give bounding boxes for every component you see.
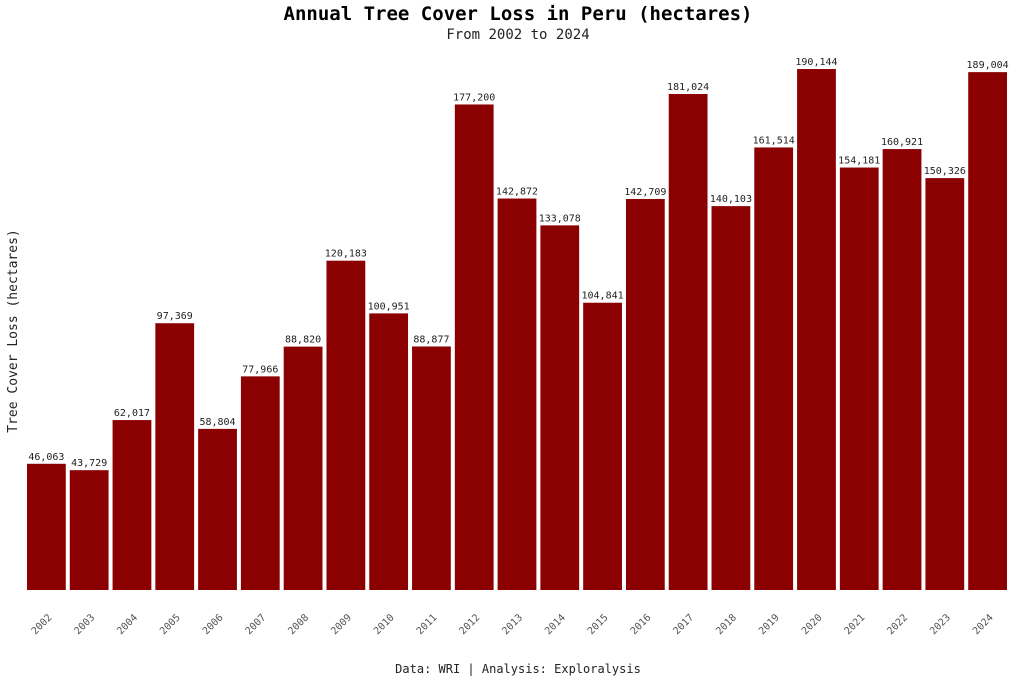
bar-2009 [326, 260, 366, 590]
bar-2008 [283, 346, 323, 590]
data-label-2014: 133,078 [539, 213, 581, 224]
x-tick-2024: 2024 [971, 612, 996, 637]
chart-title: Annual Tree Cover Loss in Peru (hectares… [284, 3, 753, 25]
data-label-2022: 160,921 [881, 137, 923, 148]
x-tick-2009: 2009 [329, 612, 354, 637]
bar-2003 [69, 470, 109, 590]
bar-2010 [369, 313, 409, 590]
data-label-2021: 154,181 [838, 156, 880, 167]
data-label-2023: 150,326 [924, 166, 966, 177]
bar-2002 [27, 463, 66, 590]
x-tick-2023: 2023 [928, 612, 953, 637]
bar-2017 [668, 93, 708, 591]
data-label-2020: 190,144 [795, 57, 837, 68]
data-label-2010: 100,951 [368, 301, 410, 312]
data-label-2018: 140,103 [710, 194, 752, 205]
x-tick-2008: 2008 [286, 612, 311, 637]
bar-2016 [625, 198, 665, 591]
data-label-2003: 43,729 [71, 458, 107, 469]
bar-2014 [540, 225, 580, 590]
data-label-2011: 88,877 [413, 334, 449, 345]
data-label-2008: 88,820 [285, 335, 321, 346]
x-tick-labels-group: 2002 2003 2004 2005 2006 2007 2008 2009 2010 2011… [30, 612, 996, 637]
bar-2022 [882, 149, 922, 590]
x-tick-2012: 2012 [458, 612, 483, 637]
data-label-2013: 142,872 [496, 187, 538, 198]
data-label-2004: 62,017 [114, 408, 150, 419]
chart-caption: Data: WRI | Analysis: Exploralysis [395, 662, 641, 676]
x-tick-2007: 2007 [244, 612, 269, 637]
chart-subtitle: From 2002 to 2024 [446, 27, 589, 43]
data-labels-group: 46,063 43,729 62,017 97,369 58,804 77,966 88,8… [28, 57, 1008, 469]
x-tick-2014: 2014 [543, 612, 568, 637]
data-label-2016: 142,709 [624, 187, 666, 198]
bar-2020 [797, 69, 836, 590]
x-tick-2021: 2021 [843, 612, 868, 637]
x-tick-2016: 2016 [629, 612, 654, 637]
x-tick-2018: 2018 [714, 612, 739, 637]
data-label-2024: 189,004 [967, 60, 1009, 71]
data-label-2006: 58,804 [199, 417, 235, 428]
x-tick-2010: 2010 [372, 612, 397, 637]
data-label-2009: 120,183 [325, 249, 367, 260]
data-label-2002: 46,063 [28, 452, 64, 463]
bar-2019 [754, 147, 794, 590]
bar-2018 [711, 206, 751, 590]
data-label-2017: 181,024 [667, 82, 709, 93]
data-label-2007: 77,966 [242, 364, 278, 375]
bar-2021 [839, 167, 879, 591]
bar-2023 [925, 178, 965, 591]
data-label-2005: 97,369 [157, 311, 193, 322]
bar-2012 [454, 104, 494, 590]
bar-2024 [968, 72, 1007, 590]
x-tick-2005: 2005 [158, 612, 183, 637]
x-tick-2011: 2011 [415, 612, 440, 637]
data-label-2019: 161,514 [753, 135, 795, 146]
x-tick-2002: 2002 [30, 612, 55, 637]
bar-2004 [112, 420, 152, 590]
bar-2015 [583, 302, 622, 590]
bar-2013 [497, 198, 537, 590]
x-tick-2022: 2022 [885, 612, 910, 637]
x-tick-2006: 2006 [201, 612, 226, 637]
x-tick-2020: 2020 [800, 612, 825, 637]
x-tick-2013: 2013 [500, 612, 525, 637]
x-tick-2003: 2003 [72, 612, 97, 637]
bar-2007 [240, 376, 280, 590]
x-tick-2017: 2017 [671, 612, 696, 637]
bar-2005 [155, 323, 195, 590]
x-tick-2019: 2019 [757, 612, 782, 637]
data-label-2015: 104,841 [581, 291, 623, 302]
bar-2006 [198, 428, 237, 590]
bar-2011 [412, 346, 451, 590]
x-tick-2004: 2004 [115, 612, 140, 637]
bars-group [27, 69, 1007, 591]
y-axis-label: Tree Cover Loss (hectares) [6, 229, 21, 433]
data-label-2012: 177,200 [453, 92, 495, 103]
x-tick-2015: 2015 [586, 612, 611, 637]
